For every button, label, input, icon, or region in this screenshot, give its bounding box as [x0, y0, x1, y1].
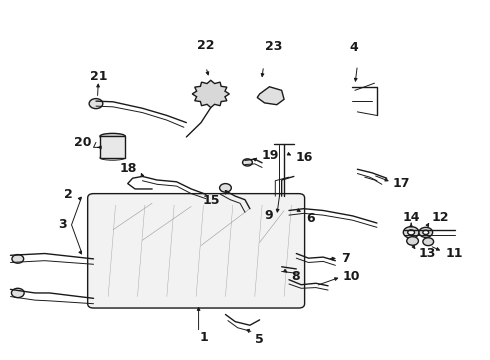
Circle shape — [220, 184, 231, 192]
Text: 21: 21 — [90, 69, 107, 82]
Text: 9: 9 — [264, 210, 273, 222]
Text: 20: 20 — [74, 136, 91, 149]
FancyBboxPatch shape — [88, 194, 305, 308]
Text: 16: 16 — [295, 151, 313, 164]
Ellipse shape — [157, 228, 215, 270]
Text: 13: 13 — [419, 247, 436, 260]
Polygon shape — [257, 87, 284, 105]
Ellipse shape — [143, 210, 249, 282]
Ellipse shape — [100, 134, 125, 139]
Text: 8: 8 — [292, 270, 300, 283]
Text: 3: 3 — [58, 218, 67, 231]
Circle shape — [423, 230, 429, 234]
Text: 12: 12 — [432, 211, 449, 224]
FancyBboxPatch shape — [100, 136, 125, 158]
Circle shape — [266, 92, 275, 99]
Text: 4: 4 — [349, 41, 358, 54]
Circle shape — [89, 99, 103, 109]
Text: 11: 11 — [445, 247, 463, 260]
Ellipse shape — [100, 155, 125, 160]
Circle shape — [277, 266, 287, 273]
Circle shape — [243, 159, 252, 166]
Circle shape — [408, 230, 415, 235]
Text: 15: 15 — [202, 194, 220, 207]
Circle shape — [12, 255, 24, 263]
Circle shape — [407, 237, 418, 245]
Text: 2: 2 — [64, 188, 73, 201]
Circle shape — [423, 238, 434, 246]
Circle shape — [11, 288, 24, 298]
Text: 18: 18 — [119, 162, 137, 175]
Text: 1: 1 — [199, 330, 208, 343]
Text: 23: 23 — [265, 40, 282, 53]
Text: 6: 6 — [306, 212, 315, 225]
Text: 14: 14 — [402, 211, 420, 224]
Polygon shape — [192, 80, 229, 108]
Circle shape — [200, 86, 221, 102]
Text: 10: 10 — [343, 270, 360, 283]
Circle shape — [403, 226, 419, 238]
Text: 22: 22 — [197, 39, 215, 52]
Circle shape — [206, 90, 216, 98]
Text: 7: 7 — [341, 252, 349, 265]
Text: 5: 5 — [255, 333, 264, 346]
Text: 19: 19 — [261, 149, 278, 162]
Circle shape — [419, 227, 433, 237]
Text: 17: 17 — [393, 177, 411, 190]
